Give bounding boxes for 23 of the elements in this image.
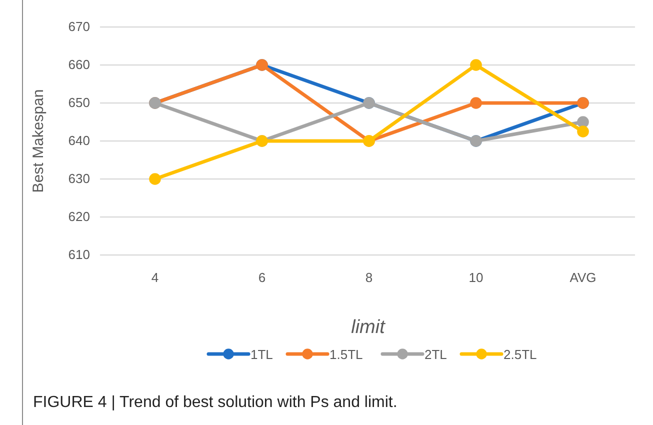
y-tick-label: 670 [68, 19, 90, 34]
y-tick-label: 610 [68, 247, 90, 262]
x-tick-label: 4 [151, 270, 159, 286]
y-tick-label: 650 [68, 95, 90, 110]
x-axis-title: limit [351, 317, 386, 338]
x-tick-label: 10 [468, 270, 484, 286]
x-tick-label: AVG [570, 270, 596, 286]
x-tick-label: 6 [258, 270, 266, 286]
y-tick-label: 640 [68, 133, 90, 148]
y-tick-label: 630 [68, 171, 90, 186]
caption: FIGURE 4 | Trend of best solution with Ps and limit. [33, 394, 398, 411]
legend-label: 1TL [250, 347, 273, 362]
point [470, 59, 482, 71]
point [149, 173, 161, 185]
x-tick-label: 8 [365, 270, 373, 286]
legend-label: 2TL [424, 347, 447, 362]
point [470, 97, 482, 109]
point [577, 126, 589, 138]
y-axis-title: Best Makespan [30, 89, 47, 193]
legend-label: 1.5TL [330, 347, 363, 362]
y-tick-label: 660 [68, 57, 90, 72]
legend-label: 2.5TL [504, 347, 537, 362]
y-tick-label: 620 [68, 209, 90, 224]
